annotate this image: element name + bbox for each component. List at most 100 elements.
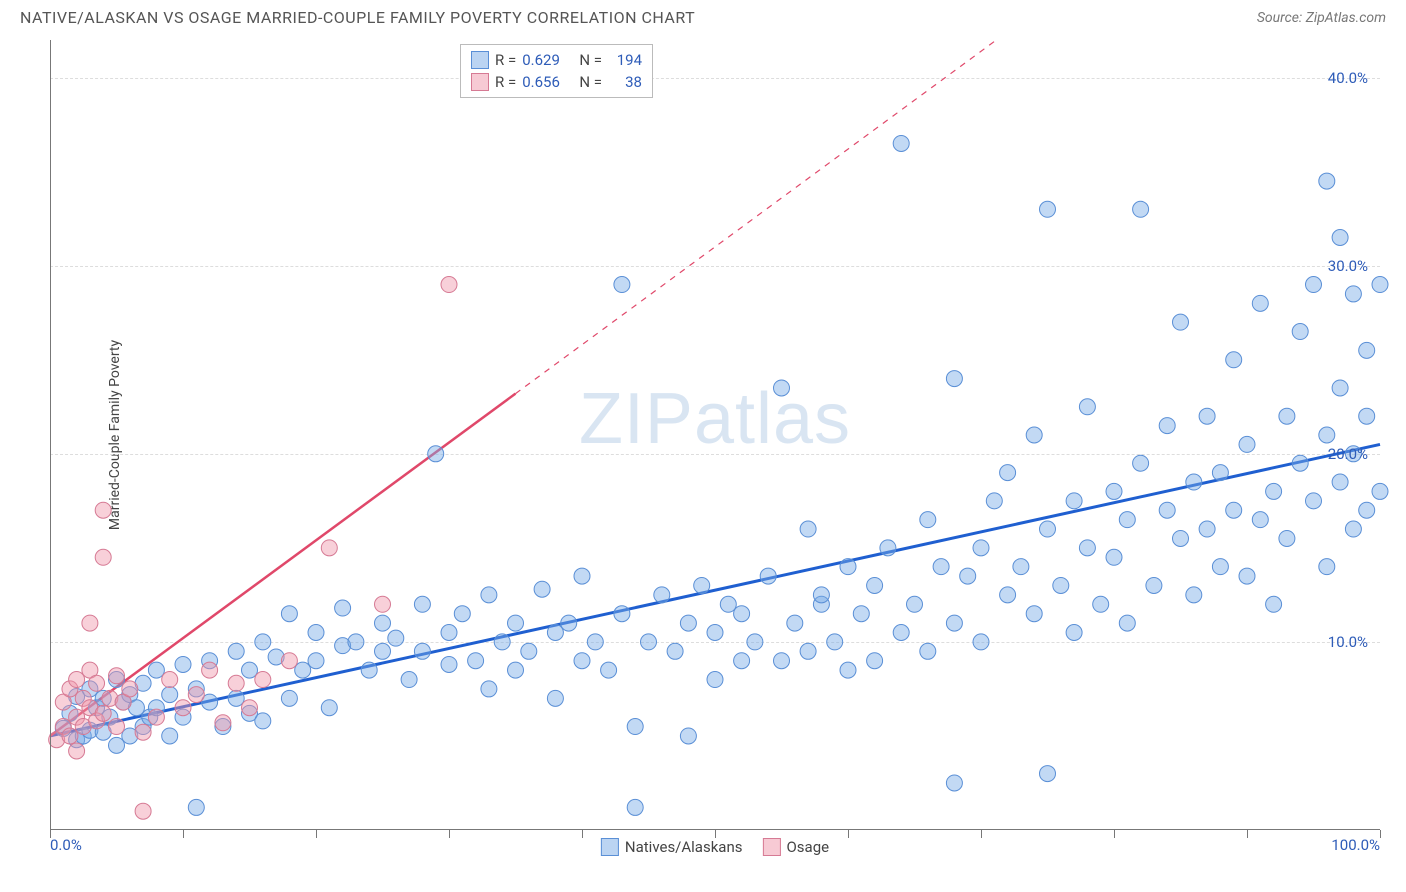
scatter-point [308,625,324,641]
scatter-point [1026,427,1042,443]
scatter-point [481,587,497,603]
scatter-point [1359,502,1375,518]
legend-swatch [601,838,619,856]
scatter-point [973,634,989,650]
scatter-point [175,656,191,672]
scatter-point [960,568,976,584]
scatter-point [707,625,723,641]
scatter-point [707,672,723,688]
scatter-point [1066,493,1082,509]
scatter-point [255,672,271,688]
scatter-point [1173,530,1189,546]
stat-r-value: 0.629 [522,49,560,71]
x-tick-label: 0.0% [50,836,82,854]
scatter-point [135,803,151,819]
scatter-point [1146,577,1162,593]
scatter-point [1159,502,1175,518]
scatter-point [281,690,297,706]
stat-r-value: 0.656 [522,71,560,93]
x-tick [316,830,317,838]
scatter-point [1306,493,1322,509]
x-tick [183,830,184,838]
scatter-point [907,596,923,612]
stat-r-label: R = [495,71,516,93]
scatter-point [295,662,311,678]
scatter-point [720,596,736,612]
scatter-point [1212,465,1228,481]
scatter-point [428,446,444,462]
scatter-point [734,606,750,622]
scatter-point [122,681,138,697]
scatter-point [321,540,337,556]
scatter-point [188,799,204,815]
scatter-point [321,700,337,716]
scatter-point [148,709,164,725]
scatter-point [614,606,630,622]
scatter-point [1226,502,1242,518]
x-tick [449,830,450,838]
scatter-point [1093,596,1109,612]
y-axis-line [50,40,51,830]
scatter-point [1345,286,1361,302]
scatter-point [920,643,936,659]
scatter-point [62,728,78,744]
scatter-point [441,277,457,293]
scatter-point [1212,559,1228,575]
scatter-point [1359,408,1375,424]
scatter-point [840,559,856,575]
scatter-point [162,687,178,703]
scatter-point [547,625,563,641]
scatter-point [946,615,962,631]
scatter-point [1133,455,1149,471]
scatter-point [215,715,231,731]
scatter-point [667,643,683,659]
scatter-point [561,615,577,631]
scatter-point [441,656,457,672]
legend-swatch [471,51,489,69]
chart-header: NATIVE/ALASKAN VS OSAGE MARRIED-COUPLE F… [0,0,1406,31]
scatter-points [50,40,1380,830]
scatter-point [1292,324,1308,340]
scatter-point [1000,587,1016,603]
scatter-point [853,606,869,622]
x-tick [1247,830,1248,838]
scatter-point [414,643,430,659]
scatter-point [508,662,524,678]
scatter-point [1079,399,1095,415]
scatter-point [1173,314,1189,330]
scatter-point [840,662,856,678]
scatter-point [1319,173,1335,189]
scatter-point [481,681,497,697]
stat-n-value: 194 [608,49,642,71]
scatter-point [1013,559,1029,575]
scatter-point [787,615,803,631]
scatter-point [1186,474,1202,490]
x-tick [715,830,716,838]
scatter-point [1106,483,1122,499]
x-tick [981,830,982,838]
scatter-point [627,799,643,815]
stats-legend-row: R = 0.629 N = 194 [471,49,642,71]
scatter-point [95,705,111,721]
scatter-point [601,662,617,678]
scatter-point [375,596,391,612]
scatter-point [228,690,244,706]
scatter-point [414,596,430,612]
y-tick-label: 20.0% [1328,445,1368,463]
scatter-point [388,630,404,646]
scatter-point [933,559,949,575]
scatter-point [1345,521,1361,537]
scatter-point [694,577,710,593]
stat-n-value: 38 [608,71,642,93]
scatter-point [1252,295,1268,311]
scatter-point [1372,483,1388,499]
series-legend-item: Osage [762,838,829,856]
scatter-point [1133,201,1149,217]
scatter-point [1359,342,1375,358]
scatter-point [401,672,417,688]
chart-title: NATIVE/ALASKAN VS OSAGE MARRIED-COUPLE F… [20,8,695,27]
scatter-point [946,371,962,387]
x-tick-label: 100.0% [1331,836,1380,854]
scatter-point [800,521,816,537]
scatter-point [774,380,790,396]
